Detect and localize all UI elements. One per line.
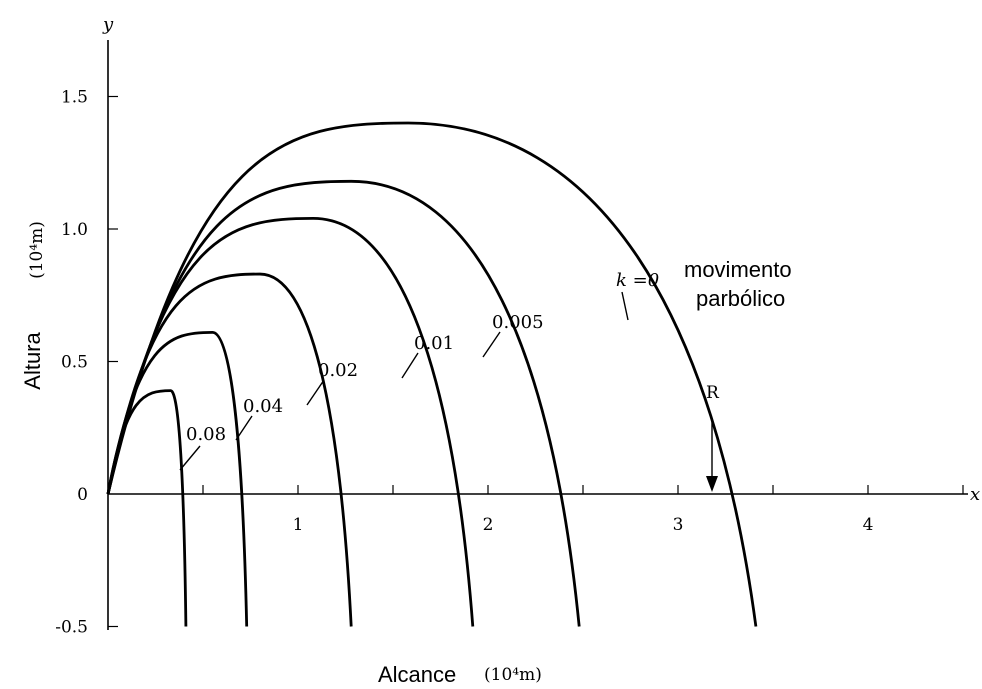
parabolic-motion-label-line2: parbólico xyxy=(696,286,785,311)
curve-label-leader xyxy=(401,352,419,379)
trajectory-curve xyxy=(106,272,353,627)
y-axis-ticks: -0.5 0 0.5 1.0 1.5 xyxy=(55,88,118,638)
trajectory-curve xyxy=(106,216,475,627)
x-tick-label: 2 xyxy=(483,515,494,535)
y-tick-label: 1.5 xyxy=(61,88,88,108)
trajectory-curve xyxy=(106,179,581,627)
trajectory-curve xyxy=(106,330,249,627)
curve-label: 0.005 xyxy=(492,312,544,333)
curve-label-leader xyxy=(621,291,629,321)
x-tick-label: 1 xyxy=(293,515,304,535)
x-axis-letter: x xyxy=(970,484,980,505)
y-tick-label: 1.0 xyxy=(61,220,88,240)
curve-label: 0.01 xyxy=(414,333,454,354)
trajectory-curve xyxy=(106,121,758,627)
curve-label-leader xyxy=(235,415,253,441)
y-axis-unit: (10⁴m) xyxy=(27,221,47,279)
y-tick-label: 0 xyxy=(77,485,88,505)
curve-label-leader xyxy=(482,331,501,358)
y-tick-label: -0.5 xyxy=(55,618,88,638)
trajectory-curves xyxy=(106,121,758,627)
y-axis-title: Altura xyxy=(20,332,45,390)
x-axis-unit: (10⁴m) xyxy=(484,665,542,685)
x-tick-label: 3 xyxy=(673,515,684,535)
x-tick-label: 4 xyxy=(863,515,874,535)
y-tick-label: 0.5 xyxy=(61,353,88,373)
range-r-arrowhead xyxy=(706,476,718,492)
y-axis-letter: y xyxy=(102,14,114,35)
x-axis-title: Alcance xyxy=(378,662,456,687)
curve-label-leader xyxy=(179,445,201,471)
x-axis-ticks: 1 2 3 4 xyxy=(202,485,964,535)
range-r-label: R xyxy=(706,383,720,403)
curve-label: 0.02 xyxy=(318,360,358,381)
curve-label: k =0 xyxy=(616,270,659,291)
curve-label: 0.08 xyxy=(186,424,226,445)
curve-label-leader xyxy=(306,379,325,406)
curve-label: 0.04 xyxy=(243,396,283,417)
curve-labels: k =0 0.005 0.01 0.02 0.04 0.08 xyxy=(179,270,659,471)
trajectory-curve xyxy=(106,389,188,627)
parabolic-motion-label-line1: movimento xyxy=(684,257,792,282)
